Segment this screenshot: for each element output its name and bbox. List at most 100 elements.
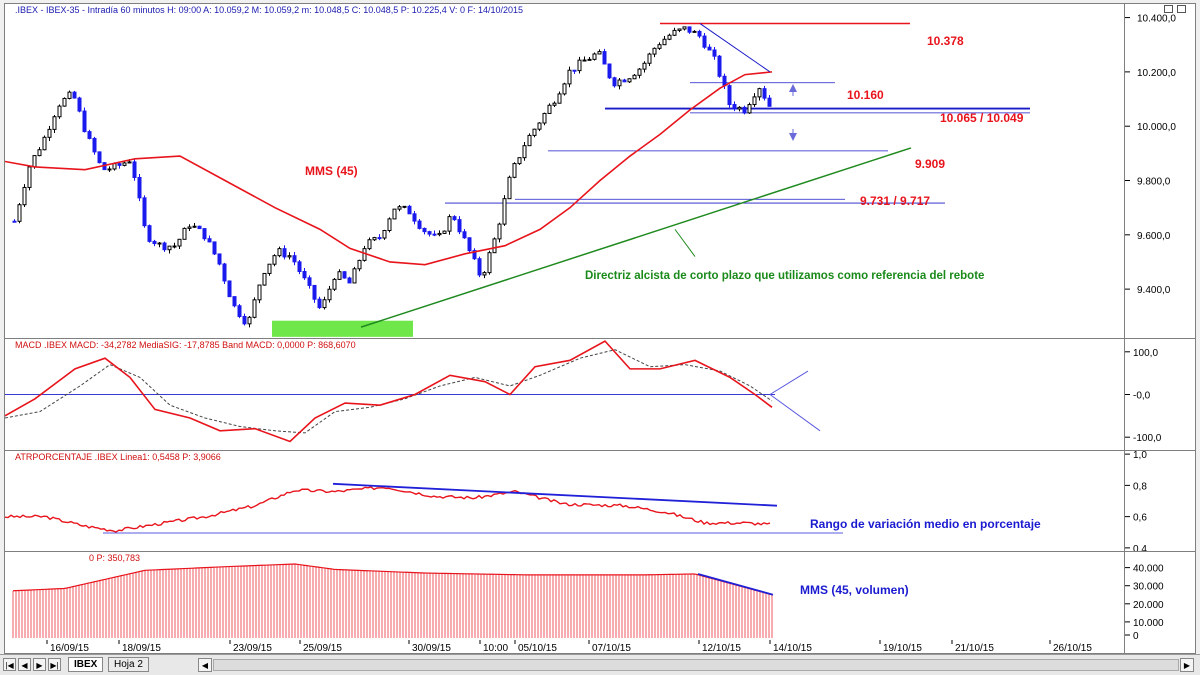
candle-body xyxy=(532,128,537,136)
vol-tick-label: 0 xyxy=(1133,631,1139,640)
candle-body xyxy=(367,239,372,250)
candle-body xyxy=(667,34,672,40)
macd-chart[interactable] xyxy=(5,339,1124,450)
label-9731: 9.731 / 9.717 xyxy=(860,194,930,208)
candle-body xyxy=(132,161,137,178)
candle-body xyxy=(57,105,62,118)
prev-sheet-button[interactable]: ◀ xyxy=(18,658,31,671)
candle-body xyxy=(282,248,287,258)
date-tick-label: 19/10/15 xyxy=(883,643,922,653)
candle-body xyxy=(572,69,577,72)
candle-body xyxy=(312,284,317,300)
candle-body xyxy=(392,208,397,220)
candle-body xyxy=(447,216,452,232)
candle-body xyxy=(692,30,697,33)
candle-body xyxy=(547,104,552,114)
candle-body xyxy=(637,68,642,76)
candle-body xyxy=(262,272,267,286)
price-panel[interactable]: .IBEX - IBEX-35 - Intradía 60 minutos H:… xyxy=(4,3,1125,339)
date-tick-label: 26/10/15 xyxy=(1053,643,1092,653)
support-zone xyxy=(272,320,413,337)
candle-body xyxy=(347,277,352,284)
tab-ibex[interactable]: IBEX xyxy=(68,657,104,672)
window-title: .IBEX - IBEX-35 - Intradía 60 minutos H:… xyxy=(15,5,523,15)
candle-body xyxy=(307,277,312,286)
candle-body xyxy=(397,206,402,210)
candle-body xyxy=(177,238,182,247)
candle-body xyxy=(37,149,42,157)
candle-body xyxy=(87,131,92,139)
candle-body xyxy=(357,259,362,270)
candle-body xyxy=(292,255,297,263)
candle-body xyxy=(477,258,482,276)
label-9909: 9.909 xyxy=(915,157,945,171)
price-tick-label: 10.000,0 xyxy=(1137,122,1176,133)
candle-body xyxy=(672,29,677,36)
candle-body xyxy=(52,116,57,130)
resistance-descending-line xyxy=(699,23,771,73)
sheet-tab-bar: |◀ ◀ ▶ ▶| IBEX Hoja 2 ◀ ▶ xyxy=(0,654,1200,675)
date-tick-label: 18/09/15 xyxy=(122,643,161,653)
candle-body xyxy=(627,78,632,83)
candle-body xyxy=(677,28,682,31)
candle-body xyxy=(62,97,67,107)
candle-body xyxy=(272,255,277,265)
atr-tick-label: 1,0 xyxy=(1133,451,1147,461)
candle-body xyxy=(167,245,172,251)
candle-body xyxy=(372,237,377,241)
candle-body xyxy=(682,26,687,30)
candle-body xyxy=(17,204,22,222)
candle-body xyxy=(467,237,472,252)
volume-panel[interactable]: 0 P: 350,783 MMS (45, volumen) xyxy=(4,551,1125,641)
next-sheet-button[interactable]: ▶ xyxy=(33,658,46,671)
candle-body xyxy=(707,46,712,51)
candle-body xyxy=(517,157,522,165)
restore-icon[interactable] xyxy=(1177,5,1186,13)
candle-body xyxy=(697,30,702,37)
volume-axis: 40.000 30.000 20.000 10.000 0 xyxy=(1125,551,1196,642)
candle-body xyxy=(217,253,222,265)
maximize-icon[interactable] xyxy=(1164,5,1173,13)
tab-hoja-2[interactable]: Hoja 2 xyxy=(108,657,149,672)
scroll-left-button[interactable]: ◀ xyxy=(198,658,212,672)
candle-body xyxy=(687,26,692,33)
scroll-right-button[interactable]: ▶ xyxy=(1180,658,1194,672)
candle-body xyxy=(247,316,252,325)
candle-body xyxy=(72,91,77,99)
label-mms45: MMS (45) xyxy=(305,164,358,178)
last-sheet-button[interactable]: ▶| xyxy=(48,658,61,671)
candle-body xyxy=(42,136,47,151)
candle-body xyxy=(237,305,242,317)
date-tick-label: 07/10/15 xyxy=(592,643,631,653)
mms45-line xyxy=(5,71,773,266)
candle-body xyxy=(207,238,212,243)
candle-body xyxy=(737,106,742,110)
price-tick-label: 9.600,0 xyxy=(1137,231,1171,242)
first-sheet-button[interactable]: |◀ xyxy=(3,658,16,671)
candle-body xyxy=(127,161,132,164)
candle-body xyxy=(197,225,202,230)
atr-resistance-line xyxy=(332,482,778,507)
atr-line xyxy=(5,486,771,533)
candle-body xyxy=(757,88,762,98)
volume-chart[interactable]: MMS (45, volumen) xyxy=(5,552,1124,640)
macd-axis: 100,0 -0,0 -100,0 xyxy=(1125,338,1196,451)
candle-body xyxy=(112,163,117,170)
candle-body xyxy=(317,298,322,309)
label-vol-note: MMS (45, volumen) xyxy=(800,583,909,597)
candle-body xyxy=(727,85,732,106)
candle-body xyxy=(152,240,157,245)
price-chart[interactable]: 10.378 10.160 10.065 / 10.049 9.909 9.731 / … xyxy=(5,4,1124,338)
candle-body xyxy=(322,299,327,309)
macd-panel[interactable]: MACD .IBEX MACD: -34,2782 MediaSIG: -17,… xyxy=(4,338,1125,451)
candle-body xyxy=(747,104,752,114)
horizontal-scrollbar[interactable] xyxy=(213,659,1179,671)
candle-body xyxy=(32,155,37,168)
atr-panel[interactable]: ATRPORCENTAJE .IBEX Linea1: 0,5458 P: 3,… xyxy=(4,450,1125,552)
candle-body xyxy=(427,231,432,235)
candle-body xyxy=(742,106,747,114)
candle-body xyxy=(722,75,727,87)
atr-chart[interactable]: Rango de variación medio en porcentaje xyxy=(5,451,1124,551)
candle-body xyxy=(542,112,547,124)
